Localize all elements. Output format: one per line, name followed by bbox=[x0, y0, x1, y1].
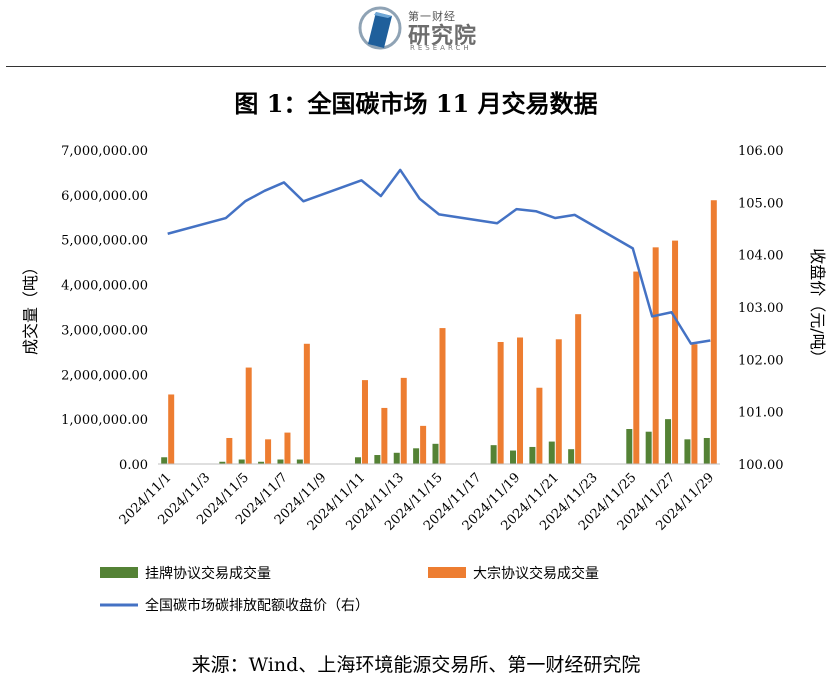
bar-listed bbox=[548, 441, 555, 464]
bar-block bbox=[555, 339, 562, 464]
y-axis-title: 成交量（吨） bbox=[21, 259, 40, 355]
bar-block bbox=[303, 343, 310, 464]
bar-block bbox=[226, 437, 233, 464]
bar-listed bbox=[490, 445, 497, 464]
x-axis: 2024/11/12024/11/32024/11/52024/11/72024… bbox=[117, 463, 720, 534]
legend-label-block: 大宗协议交易成交量 bbox=[473, 565, 599, 582]
bar-listed bbox=[413, 448, 420, 464]
y-axis-left: 0.00 1,000,000.00 2,000,000.00 3,000,000.00… bbox=[61, 144, 148, 473]
bar-block bbox=[652, 247, 659, 464]
bar-listed bbox=[568, 449, 575, 464]
bar-listed bbox=[277, 459, 284, 464]
bar-listed bbox=[393, 452, 400, 464]
bar-block bbox=[381, 407, 388, 464]
brand-main-text: 研究院 bbox=[408, 24, 478, 49]
y2-tick-label: 101.00 bbox=[738, 406, 784, 421]
y-tick-label: 0.00 bbox=[119, 458, 148, 473]
chart: 0.00 1,000,000.00 2,000,000.00 3,000,000.00… bbox=[21, 144, 827, 614]
y-tick-label: 4,000,000.00 bbox=[61, 279, 148, 294]
bar-block bbox=[420, 425, 427, 464]
brand-top-text: 第一财经 bbox=[408, 10, 456, 23]
price-line bbox=[167, 168, 711, 345]
y2-tick-label: 103.00 bbox=[738, 301, 784, 316]
bar-block bbox=[265, 439, 272, 464]
legend-label-price: 全国碳市场碳排放配额收盘价（右） bbox=[145, 597, 369, 614]
brand-sub-text: RESEARCH bbox=[410, 44, 472, 52]
line-series bbox=[167, 168, 711, 345]
bar-listed bbox=[684, 439, 691, 464]
bar-listed bbox=[645, 431, 652, 464]
logo-emblem-icon bbox=[358, 6, 402, 50]
y-tick-label: 1,000,000.00 bbox=[61, 413, 148, 428]
bar-block bbox=[361, 380, 368, 464]
bar-block bbox=[400, 377, 407, 464]
bar-listed bbox=[626, 429, 633, 464]
bar-listed bbox=[258, 461, 265, 464]
bar-block bbox=[439, 328, 446, 464]
legend-label-listed: 挂牌协议交易成交量 bbox=[145, 565, 271, 582]
y-tick-label: 3,000,000.00 bbox=[61, 323, 148, 338]
bar-block bbox=[672, 240, 679, 464]
bar-series bbox=[161, 200, 717, 465]
y-tick-label: 6,000,000.00 bbox=[61, 189, 148, 204]
y2-tick-label: 106.00 bbox=[738, 144, 784, 159]
bar-block bbox=[710, 200, 717, 465]
y2-tick-label: 105.00 bbox=[738, 196, 784, 211]
bar-block bbox=[517, 337, 524, 464]
bar-listed bbox=[703, 437, 710, 464]
bar-listed bbox=[432, 443, 439, 464]
bar-listed bbox=[374, 455, 381, 464]
y2-tick-label: 102.00 bbox=[738, 353, 784, 368]
bar-block bbox=[633, 271, 640, 464]
y-tick-label: 7,000,000.00 bbox=[61, 144, 148, 159]
chart-title: 图 1：全国碳市场 11 月交易数据 bbox=[234, 89, 598, 118]
y-axis-right: 100.00 101.00 102.00 103.00 104.00 105.00 106.… bbox=[738, 144, 784, 473]
source-note: 来源：Wind、上海环境能源交易所、第一财经研究院 bbox=[191, 654, 641, 676]
bar-block bbox=[575, 314, 582, 464]
bar-block bbox=[284, 432, 291, 464]
legend-swatch-block bbox=[428, 567, 466, 578]
y-tick-label: 2,000,000.00 bbox=[61, 368, 148, 383]
bar-block bbox=[168, 394, 175, 464]
bar-block bbox=[245, 367, 252, 464]
bar-listed bbox=[238, 459, 245, 464]
bar-listed bbox=[354, 457, 361, 464]
bar-listed bbox=[510, 450, 517, 464]
bar-listed bbox=[665, 419, 672, 464]
legend: 挂牌协议交易成交量 大宗协议交易成交量 全国碳市场碳排放配额收盘价（右） bbox=[100, 565, 599, 614]
bar-block bbox=[536, 387, 543, 464]
bar-block bbox=[497, 341, 504, 464]
y2-axis-title: 收盘价（元/吨） bbox=[808, 248, 827, 365]
bar-listed bbox=[529, 446, 536, 464]
y-tick-label: 5,000,000.00 bbox=[61, 234, 148, 249]
bar-listed bbox=[161, 457, 168, 464]
brand-logo: 第一财经 研究院 RESEARCH bbox=[358, 4, 478, 56]
legend-swatch-listed bbox=[100, 567, 138, 578]
y2-tick-label: 100.00 bbox=[738, 458, 784, 473]
bar-listed bbox=[219, 461, 226, 464]
bar-listed bbox=[296, 459, 303, 464]
bar-block bbox=[691, 344, 698, 464]
header-divider bbox=[6, 66, 826, 67]
y2-tick-label: 104.00 bbox=[738, 249, 784, 264]
